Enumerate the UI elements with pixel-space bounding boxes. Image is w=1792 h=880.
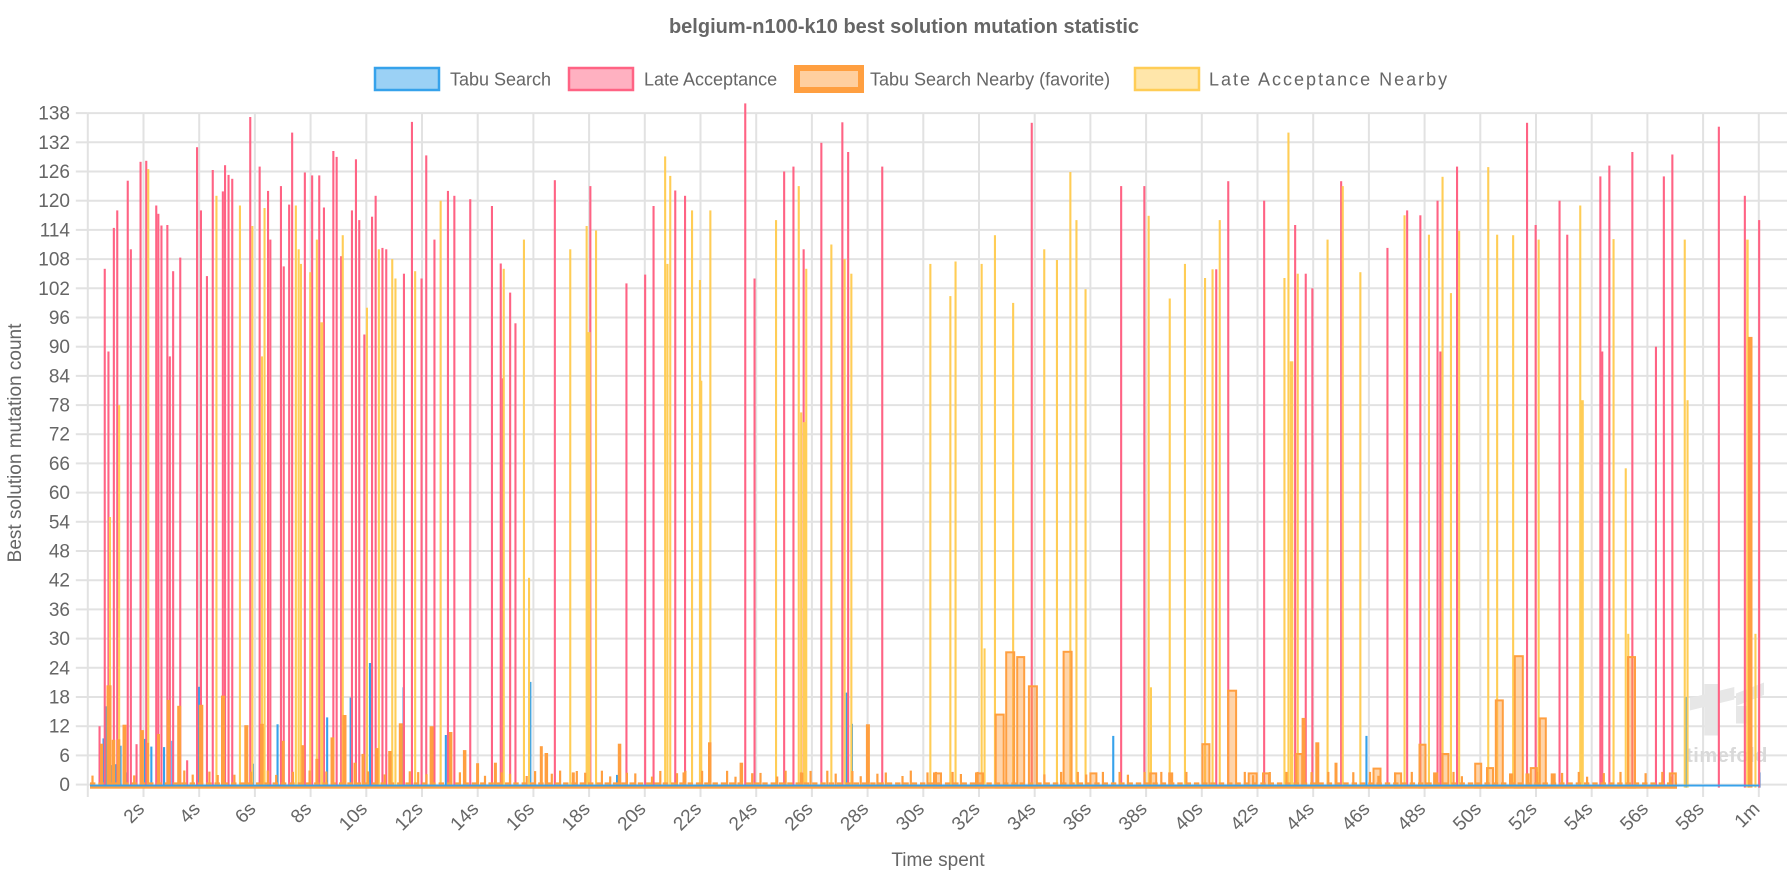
svg-text:42: 42: [49, 571, 70, 592]
svg-text:12: 12: [49, 717, 70, 738]
svg-text:24: 24: [49, 658, 71, 679]
svg-text:Best solution mutation count: Best solution mutation count: [5, 323, 26, 562]
svg-text:48: 48: [49, 542, 70, 563]
svg-text:132: 132: [38, 133, 70, 154]
svg-text:Late Acceptance: Late Acceptance: [644, 70, 777, 90]
svg-text:138: 138: [38, 104, 70, 125]
svg-text:Time spent: Time spent: [891, 850, 985, 871]
svg-text:Tabu Search Nearby (favorite): Tabu Search Nearby (favorite): [870, 70, 1110, 90]
svg-text:66: 66: [49, 454, 70, 475]
svg-text:84: 84: [49, 366, 71, 387]
svg-text:30: 30: [49, 629, 70, 650]
svg-text:Tabu Search: Tabu Search: [450, 70, 551, 90]
svg-text:102: 102: [38, 279, 70, 300]
svg-text:78: 78: [49, 396, 70, 417]
svg-text:96: 96: [49, 308, 70, 329]
svg-text:60: 60: [49, 483, 70, 504]
svg-text:6: 6: [59, 746, 70, 767]
svg-text:108: 108: [38, 250, 70, 271]
svg-text:72: 72: [49, 425, 70, 446]
svg-text:18: 18: [49, 688, 70, 709]
svg-text:126: 126: [38, 162, 70, 183]
svg-text:Late Acceptance Nearby: Late Acceptance Nearby: [1209, 70, 1449, 90]
svg-text:114: 114: [40, 220, 71, 241]
svg-text:90: 90: [49, 337, 70, 358]
svg-text:0: 0: [59, 775, 70, 796]
svg-text:54: 54: [49, 512, 71, 533]
svg-text:36: 36: [49, 600, 70, 621]
svg-text:120: 120: [38, 191, 70, 212]
svg-text:belgium-n100-k10 best solution: belgium-n100-k10 best solution mutation …: [669, 16, 1139, 38]
